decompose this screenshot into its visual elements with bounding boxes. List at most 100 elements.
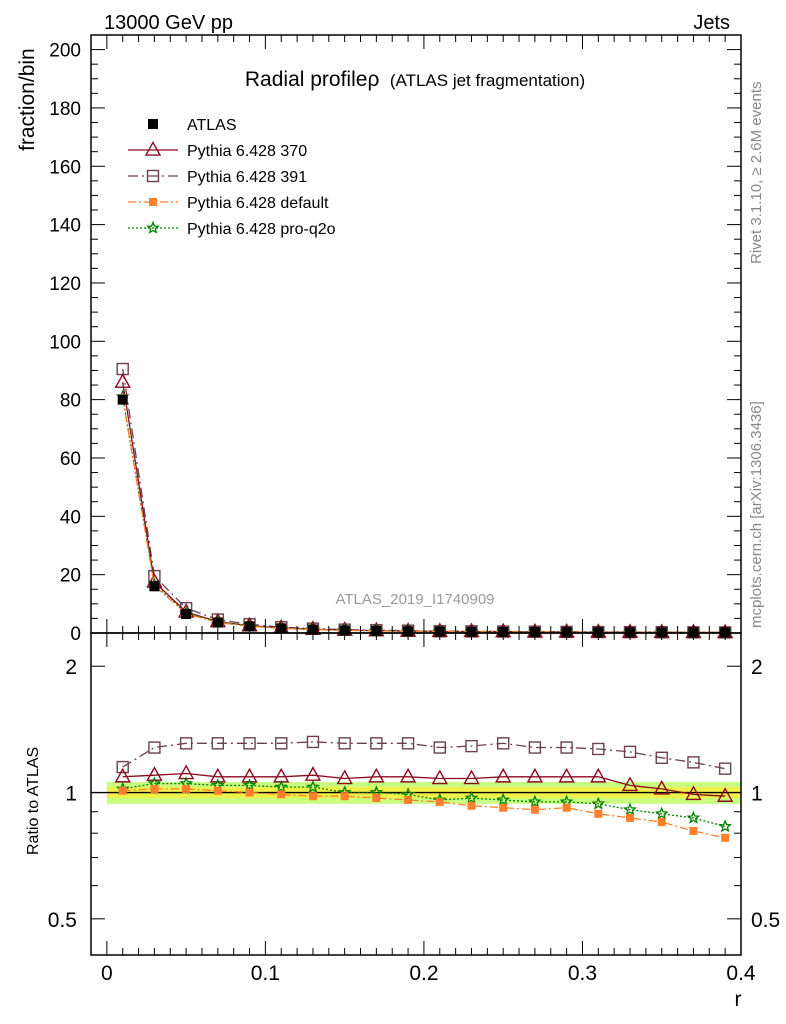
ratio-pdefault-point (594, 809, 603, 818)
ratio-ticks (91, 633, 742, 955)
legend-label: Pythia 6.428 370 (187, 143, 307, 160)
legend-item-p370: Pythia 6.428 370 (128, 140, 307, 160)
x-tick-label: 0.3 (568, 962, 597, 985)
ratio-pq2o-point (591, 796, 606, 810)
main-y-tick-label: 100 (49, 332, 81, 353)
ratio-pdefault-point (308, 792, 317, 801)
legend-marker (149, 198, 157, 206)
main-atlas-point (181, 609, 192, 620)
ratio-y-tick-label: 0.5 (48, 909, 77, 932)
ratio-p370-point (399, 767, 417, 783)
ratio-pdefault-point (213, 786, 222, 795)
main-y-tick-label: 0 (70, 624, 81, 645)
ratio-y-tick-label: 1 (65, 783, 77, 806)
ratio-y-tick-label: 2 (65, 656, 77, 679)
ratio-p391-point (116, 760, 129, 774)
main-y-axis-label: fraction/bin (16, 48, 39, 151)
ratio-p370-line (122, 772, 726, 797)
legend-marker (146, 220, 160, 234)
legend-item-atlas: ATLAS (148, 117, 237, 134)
legend-item-p391: Pythia 6.428 391 (128, 169, 307, 186)
ratio-pdefault-point (435, 797, 444, 806)
ratio-pdefault-point (562, 803, 571, 812)
ratio-p370-point (590, 767, 607, 783)
main-atlas-point (212, 617, 223, 628)
ratio-p370-point (241, 767, 258, 783)
legend-label: ATLAS (187, 117, 237, 134)
ratio-pdefault-point (245, 788, 254, 797)
ratio-p391-point (623, 745, 637, 759)
main-p370-point (114, 373, 131, 388)
ratio-uncertainty-band (91, 781, 742, 804)
main-y-tick-label: 20 (60, 566, 81, 587)
ratio-pdefault-point (150, 784, 159, 793)
main-y-tick-label: 40 (60, 507, 81, 528)
ratio-panel: 0.5 0.51 12 2 0 0.1 0.2 0.3 0.4 Ratio to ATLAS … (25, 632, 780, 1011)
ratio-p391-point (243, 737, 256, 750)
header-right: Jets (693, 12, 730, 34)
ratio-p370-point (368, 767, 385, 783)
ratio-p391-point (148, 741, 161, 754)
legend-label: Pythia 6.428 default (187, 195, 329, 212)
chart-title-main: Radial profileρ (245, 68, 380, 91)
main-atlas-point (149, 581, 160, 592)
ratio-pdefault-line (122, 788, 726, 839)
chart-title-sub: (ATLAS jet fragmentation) (390, 71, 585, 90)
ratio-p370-point (716, 787, 734, 802)
main-y-tick-label: 60 (60, 449, 81, 470)
x-tick-label: 0.1 (251, 962, 280, 985)
ratio-y-axis-label: Ratio to ATLAS (25, 747, 42, 855)
x-tick-label: 0.2 (409, 962, 438, 985)
ratio-p391-point (718, 762, 732, 775)
legend-label: Pythia 6.428 pro-q2o (187, 221, 336, 238)
legend-item-pdefault: Pythia 6.428 default (128, 195, 329, 212)
legend-marker (148, 119, 158, 129)
ratio-pdefault-point (657, 818, 666, 827)
ratio-pdefault-point (689, 826, 698, 835)
ratio-marks (114, 735, 734, 842)
main-ticks (91, 34, 742, 634)
x-tick-label: 0 (101, 962, 113, 985)
ratio-pq2o-point (718, 819, 733, 833)
ratio-p370-series (114, 764, 734, 802)
ratio-pq2o-point (464, 790, 479, 804)
ratio-pdefault-point (530, 805, 539, 814)
ratio-pq2o-point (654, 806, 669, 820)
main-y-tick-labels: 0 20 40 60 80 100 120 140 160 180 200 (49, 41, 81, 645)
ratio-p391-point (179, 737, 193, 750)
ratio-p391-point (370, 737, 383, 750)
ratio-pdefault-point (277, 790, 286, 799)
ratio-p370-point (336, 769, 353, 785)
ratio-pdefault-point (340, 792, 349, 801)
ratio-frame (90, 632, 742, 956)
ratio-p391-point (592, 742, 605, 756)
ratio-p370-point (621, 776, 639, 792)
ratio-y-tick-label-right: 0.5 (751, 909, 780, 932)
rivet-label: Rivet 3.1.10, ≥ 2.6M events (748, 82, 765, 265)
main-y-tick-label: 200 (49, 41, 81, 62)
ratio-p391-point (275, 737, 288, 750)
ratio-pdefault-series (118, 784, 730, 842)
ratio-p370-point (685, 785, 702, 801)
main-y-tick-label: 180 (49, 99, 81, 120)
legend-marker (146, 169, 160, 183)
ratio-p391-point (211, 737, 225, 750)
ratio-p391-point (306, 735, 320, 749)
ratio-pq2o-point (623, 802, 637, 816)
ratio-pdefault-point (721, 833, 730, 842)
ratio-p370-point (495, 767, 512, 783)
main-y-tick-label: 80 (60, 391, 81, 412)
ratio-p391-point (560, 741, 573, 754)
ratio-pdefault-point (404, 795, 413, 804)
ratio-pdefault-point (467, 801, 476, 810)
ratio-p391-point (687, 756, 700, 769)
main-y-tick-label: 120 (49, 274, 81, 295)
ratio-pq2o-point (686, 810, 701, 824)
ratio-pq2o-point (274, 779, 289, 794)
ratio-pdefault-point (499, 803, 508, 812)
ratio-y-tick-label-right: 2 (751, 656, 763, 679)
ratio-p391-point (433, 741, 446, 754)
chart-title: Radial profileρ (ATLAS jet fragmentation… (245, 68, 585, 91)
ratio-p391-point (655, 751, 668, 764)
